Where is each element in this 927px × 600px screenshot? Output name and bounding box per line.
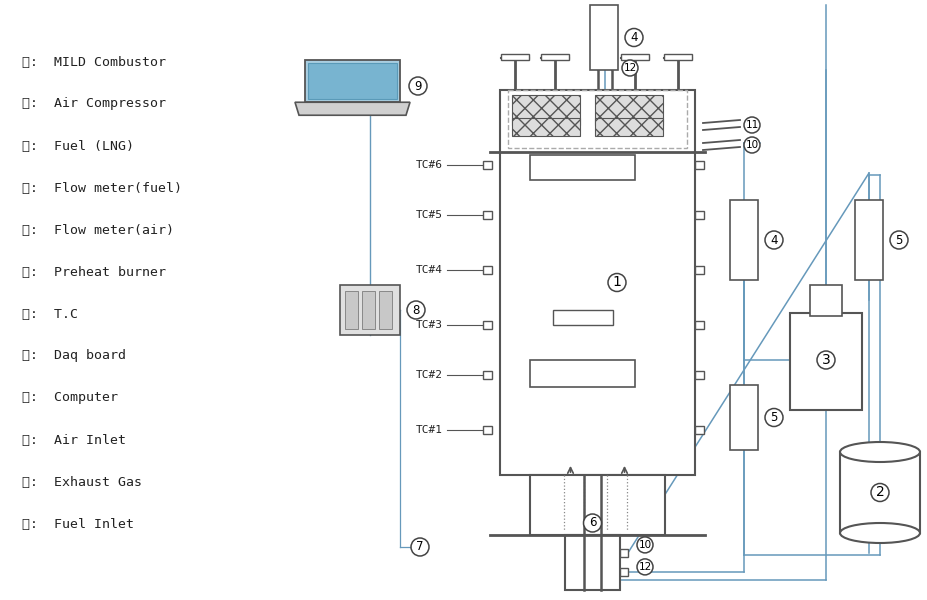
Bar — [512, 95, 580, 125]
Text: ⑥:  Preheat burner: ⑥: Preheat burner — [22, 265, 166, 278]
Text: 10: 10 — [745, 140, 758, 150]
Bar — [530, 155, 635, 180]
Text: ⑤:  Flow meter(air): ⑤: Flow meter(air) — [22, 223, 174, 236]
Bar — [379, 291, 392, 329]
Text: ⑨:  Computer: ⑨: Computer — [22, 391, 118, 404]
Text: 12: 12 — [623, 63, 637, 73]
Bar — [512, 118, 580, 136]
Circle shape — [637, 537, 653, 553]
Circle shape — [622, 60, 638, 76]
Bar — [305, 60, 400, 102]
Bar — [695, 321, 704, 329]
Bar — [620, 568, 628, 576]
Bar — [483, 211, 492, 219]
Text: 5: 5 — [770, 411, 778, 424]
Circle shape — [765, 409, 783, 427]
Bar — [695, 211, 704, 219]
Bar — [620, 549, 628, 557]
Text: 1: 1 — [613, 275, 621, 289]
Text: ③:  Fuel (LNG): ③: Fuel (LNG) — [22, 139, 134, 152]
Circle shape — [409, 77, 427, 95]
Circle shape — [411, 538, 429, 556]
Text: TC#4: TC#4 — [416, 265, 443, 275]
Circle shape — [890, 231, 908, 249]
Bar — [695, 266, 704, 274]
Text: 11: 11 — [745, 120, 758, 130]
Bar — [855, 200, 883, 280]
Bar — [500, 90, 695, 475]
Circle shape — [765, 231, 783, 249]
Text: TC#1: TC#1 — [416, 425, 443, 435]
Bar — [541, 54, 569, 60]
Bar — [730, 385, 758, 450]
Bar — [595, 118, 663, 136]
Bar — [530, 475, 665, 535]
Text: 12: 12 — [639, 562, 652, 572]
Text: TC#5: TC#5 — [416, 210, 443, 220]
Bar — [664, 54, 692, 60]
Bar — [340, 285, 400, 335]
Bar — [501, 54, 529, 60]
Text: 9: 9 — [414, 79, 422, 92]
Circle shape — [744, 137, 760, 153]
Bar — [790, 313, 862, 410]
Bar — [483, 371, 492, 379]
Bar — [530, 360, 635, 387]
Text: 10: 10 — [639, 540, 652, 550]
Bar — [695, 371, 704, 379]
Ellipse shape — [840, 523, 920, 543]
Circle shape — [583, 514, 602, 532]
Polygon shape — [295, 102, 410, 115]
Text: ①:  MILD Combustor: ①: MILD Combustor — [22, 55, 166, 68]
Bar — [730, 200, 758, 280]
Bar — [362, 291, 375, 329]
Text: ⑧:  Daq board: ⑧: Daq board — [22, 349, 126, 362]
Bar — [345, 291, 358, 329]
Circle shape — [407, 301, 425, 319]
Bar — [840, 452, 920, 533]
Bar — [483, 321, 492, 329]
Text: TC#6: TC#6 — [416, 160, 443, 170]
Bar — [810, 285, 842, 316]
Text: ⑦:  T.C: ⑦: T.C — [22, 307, 78, 320]
Text: 3: 3 — [821, 353, 831, 367]
Text: ⑬:  Fuel Inlet: ⑬: Fuel Inlet — [22, 517, 134, 530]
Bar — [695, 161, 704, 169]
Circle shape — [625, 28, 643, 46]
Bar — [483, 161, 492, 169]
Text: 4: 4 — [630, 31, 638, 44]
Bar — [483, 426, 492, 434]
Bar — [483, 266, 492, 274]
Circle shape — [817, 351, 835, 369]
Circle shape — [637, 559, 653, 575]
Text: 5: 5 — [895, 233, 903, 247]
Text: ⑫:  Exhaust Gas: ⑫: Exhaust Gas — [22, 475, 142, 488]
Bar — [695, 426, 704, 434]
Bar — [553, 310, 613, 325]
Bar — [508, 90, 687, 148]
Bar — [565, 535, 620, 590]
Bar — [308, 63, 397, 99]
Circle shape — [871, 484, 889, 502]
Text: TC#3: TC#3 — [416, 320, 443, 330]
Text: ④:  Flow meter(fuel): ④: Flow meter(fuel) — [22, 181, 182, 194]
Bar — [590, 5, 618, 70]
Ellipse shape — [840, 442, 920, 462]
Text: 4: 4 — [770, 233, 778, 247]
Text: ⑪:  Air Inlet: ⑪: Air Inlet — [22, 433, 126, 446]
Text: 6: 6 — [589, 517, 596, 529]
Circle shape — [608, 274, 626, 292]
Bar — [621, 54, 649, 60]
Text: ②:  Air Compressor: ②: Air Compressor — [22, 97, 166, 110]
Text: 8: 8 — [413, 304, 420, 317]
Bar — [595, 95, 663, 125]
Circle shape — [744, 117, 760, 133]
Text: TC#2: TC#2 — [416, 370, 443, 380]
Text: 2: 2 — [876, 485, 884, 499]
Text: 7: 7 — [416, 541, 424, 553]
